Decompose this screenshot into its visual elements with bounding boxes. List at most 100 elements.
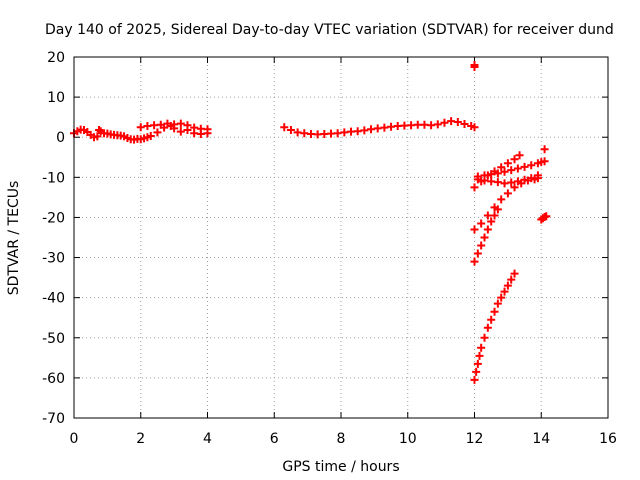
y-tick-label: -10 [42, 170, 65, 186]
data-point [477, 219, 486, 228]
data-point [183, 121, 192, 130]
data-point [513, 177, 522, 186]
data-point [477, 241, 486, 250]
data-point [503, 281, 512, 290]
data-point [500, 287, 509, 296]
data-point [493, 169, 502, 178]
data-point [470, 375, 479, 384]
data-point [306, 130, 315, 139]
data-point [493, 299, 502, 308]
y-tick-label: -70 [42, 411, 65, 427]
data-point [510, 269, 519, 278]
data-point [487, 177, 496, 186]
data-point [470, 123, 479, 132]
data-point [473, 359, 482, 368]
data-point [515, 151, 524, 160]
x-axis-title: GPS time / hours [282, 459, 399, 475]
data-point [540, 145, 549, 154]
data-point [475, 351, 484, 360]
data-point [500, 167, 509, 176]
data-point [490, 307, 499, 316]
data-point [480, 176, 489, 185]
y-tick-label: -60 [42, 371, 65, 387]
data-point [483, 211, 492, 220]
data-point [473, 175, 482, 184]
data-point [340, 128, 349, 137]
data-point [460, 119, 469, 128]
data-point [533, 171, 542, 180]
data-point [407, 121, 416, 130]
axis-ticks: 0 2 4 6 8 10 12 14 16 20 10 0 -10 -20 -30 -40 -50 -60 -70 [42, 50, 617, 447]
data-point [520, 175, 529, 184]
data-point [470, 257, 479, 266]
data-point [483, 225, 492, 234]
data-point [367, 125, 376, 134]
x-tick-label: 8 [337, 431, 346, 447]
chart-title: Day 140 of 2025, Sidereal Day-to-day VTE… [45, 22, 614, 38]
y-tick-label: -50 [42, 331, 65, 347]
data-point [493, 178, 502, 187]
data-point [542, 212, 551, 221]
data-point [176, 127, 185, 136]
data-point [500, 179, 509, 188]
y-tick-label: 0 [56, 130, 65, 146]
data-point [190, 123, 199, 132]
x-tick-label: 4 [203, 431, 212, 447]
data-point [497, 195, 506, 204]
data-point [300, 129, 309, 138]
data-point [413, 120, 422, 129]
data-point [527, 174, 536, 183]
data-point [470, 225, 479, 234]
data-point [326, 129, 335, 138]
data-point [497, 293, 506, 302]
data-point [373, 124, 382, 133]
data-point [447, 117, 456, 126]
data-point [286, 126, 295, 135]
data-point [387, 122, 396, 131]
data-point [513, 164, 522, 173]
plot-frame [73, 56, 609, 419]
data-points [70, 61, 551, 384]
data-point [146, 132, 155, 141]
x-tick-label: 16 [599, 431, 617, 447]
data-point [427, 121, 436, 130]
x-tick-label: 10 [399, 431, 417, 447]
data-point [440, 118, 449, 127]
data-point [150, 121, 159, 130]
data-point [196, 124, 205, 133]
data-point [480, 333, 489, 342]
data-point [156, 120, 165, 129]
y-tick-label: -40 [42, 291, 65, 307]
data-point [453, 117, 462, 126]
data-point [503, 189, 512, 198]
data-point [153, 128, 162, 137]
data-point [540, 157, 549, 166]
data-point [143, 121, 152, 130]
y-axis-title: SDTVAR / TECUs [6, 181, 22, 296]
data-point [203, 125, 212, 134]
data-point [487, 217, 496, 226]
data-point [170, 120, 179, 129]
data-point [470, 63, 479, 72]
data-point [507, 275, 516, 284]
data-point [360, 126, 369, 135]
y-tick-label: 10 [47, 90, 65, 106]
data-point [333, 129, 342, 138]
x-tick-label: 12 [466, 431, 484, 447]
data-point [487, 170, 496, 179]
data-point [487, 315, 496, 324]
data-point [420, 120, 429, 129]
data-point [527, 161, 536, 170]
data-point [507, 166, 516, 175]
data-point [400, 121, 409, 130]
data-point [393, 121, 402, 130]
x-tick-label: 0 [70, 431, 79, 447]
data-point [380, 123, 389, 132]
data-point [163, 119, 172, 128]
data-point [176, 119, 185, 128]
data-point [497, 163, 506, 172]
data-point [472, 367, 481, 376]
data-point [313, 130, 322, 139]
x-tick-label: 2 [136, 431, 145, 447]
